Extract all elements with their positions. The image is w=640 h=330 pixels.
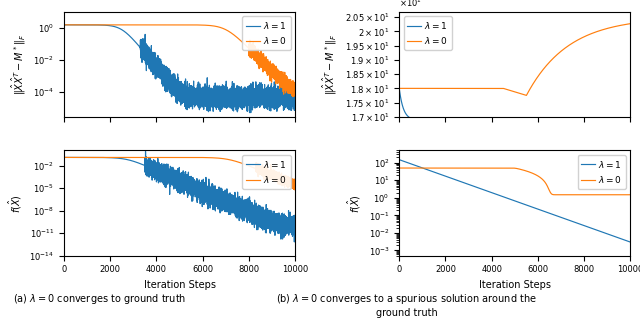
$\lambda = 0$ (60, 23, 68, 27)
$\lambda = 0$ (289, 95, 297, 99)
$\lambda = 0$ (555, 51, 563, 55)
Y-axis label: $\|\hat{X}\hat{X}^T - M^*\|_F$: $\|\hat{X}\hat{X}^T - M^*\|_F$ (10, 34, 28, 95)
$\lambda = 0$ (106, 23, 113, 27)
Text: (b) $\lambda = 0$ converges to a spurious solution around the
ground truth: (b) $\lambda = 0$ converges to a spuriou… (276, 292, 537, 318)
$\lambda = 1$ (106, 24, 113, 28)
Line: $\lambda = 0$: $\lambda = 0$ (399, 24, 630, 95)
$\lambda = 0$ (216, 25, 224, 29)
$\lambda = 1$ (291, 240, 298, 244)
$\lambda = 1$ (552, 118, 559, 122)
Line: $\lambda = 0$: $\lambda = 0$ (64, 157, 295, 190)
$\lambda = 0$ (84, 23, 92, 27)
$\lambda = 1$ (396, 86, 403, 90)
Line: $\lambda = 0$: $\lambda = 0$ (64, 25, 295, 97)
$\lambda = 0$ (396, 166, 403, 170)
$\lambda = 1$ (440, 174, 448, 178)
$\lambda = 1$ (441, 118, 449, 122)
$\lambda = 0$ (220, 157, 227, 161)
Text: $\times 10^1$: $\times 10^1$ (399, 0, 422, 10)
$\lambda = 1$ (220, 90, 227, 94)
$\lambda = 1$ (60, 23, 68, 27)
$\lambda = 0$ (616, 193, 623, 197)
$\lambda = 0$ (291, 180, 299, 183)
Y-axis label: $f(\hat{X})$: $f(\hat{X})$ (6, 194, 24, 213)
$\lambda = 0$ (555, 193, 563, 197)
$\lambda = 1$ (291, 218, 299, 222)
$\lambda = 1$ (216, 190, 224, 194)
$\lambda = 1$ (531, 206, 538, 210)
Line: $\lambda = 1$: $\lambda = 1$ (64, 25, 295, 113)
$\lambda = 1$ (627, 118, 634, 122)
Line: $\lambda = 0$: $\lambda = 0$ (399, 168, 630, 195)
X-axis label: Iteration Steps: Iteration Steps (143, 280, 216, 290)
$\lambda = 1$ (555, 118, 563, 122)
$\lambda = 1$ (616, 236, 623, 240)
Legend: $\lambda = 1$, $\lambda = 0$: $\lambda = 1$, $\lambda = 0$ (404, 16, 452, 50)
Y-axis label: $\|\hat{X}\hat{X}^T - M^*\|_F$: $\|\hat{X}\hat{X}^T - M^*\|_F$ (321, 34, 339, 95)
$\lambda = 0$ (280, 84, 288, 88)
$\lambda = 1$ (291, 99, 299, 103)
$\lambda = 0$ (522, 93, 530, 97)
$\lambda = 1$ (220, 196, 227, 200)
$\lambda = 0$ (60, 155, 68, 159)
$\lambda = 0$ (106, 155, 113, 159)
$\lambda = 0$ (440, 166, 448, 170)
$\lambda = 0$ (220, 27, 227, 31)
Legend: $\lambda = 1$, $\lambda = 0$: $\lambda = 1$, $\lambda = 0$ (243, 16, 291, 50)
$\lambda = 1$ (419, 118, 427, 122)
$\lambda = 0$ (291, 92, 299, 96)
$\lambda = 1$ (60, 155, 68, 159)
$\lambda = 1$ (280, 218, 288, 222)
$\lambda = 1$ (195, 90, 203, 94)
$\lambda = 1$ (84, 23, 92, 27)
$\lambda = 0$ (84, 155, 92, 159)
$\lambda = 0$ (616, 24, 623, 28)
$\lambda = 0$ (531, 80, 538, 84)
Line: $\lambda = 1$: $\lambda = 1$ (399, 88, 630, 120)
$\lambda = 1$ (84, 155, 92, 159)
$\lambda = 1$ (280, 89, 288, 93)
$\lambda = 1$ (419, 166, 427, 170)
$\lambda = 1$ (430, 118, 438, 122)
$\lambda = 0$ (627, 193, 634, 197)
Y-axis label: $f(\hat{X})$: $f(\hat{X})$ (346, 194, 363, 213)
$\lambda = 0$ (419, 86, 427, 90)
$\lambda = 1$ (555, 214, 563, 218)
$\lambda = 0$ (552, 193, 559, 197)
$\lambda = 0$ (553, 193, 561, 197)
Legend: $\lambda = 1$, $\lambda = 0$: $\lambda = 1$, $\lambda = 0$ (578, 155, 626, 189)
$\lambda = 0$ (552, 54, 559, 58)
$\lambda = 1$ (627, 240, 634, 244)
$\lambda = 0$ (195, 23, 203, 27)
$\lambda = 0$ (627, 22, 634, 26)
$\lambda = 1$ (106, 156, 113, 160)
$\lambda = 1$ (616, 118, 623, 122)
$\lambda = 1$ (552, 214, 559, 217)
$\lambda = 0$ (280, 179, 288, 183)
Legend: $\lambda = 1$, $\lambda = 0$: $\lambda = 1$, $\lambda = 0$ (243, 155, 291, 189)
$\lambda = 1$ (247, 111, 255, 115)
Line: $\lambda = 1$: $\lambda = 1$ (399, 160, 630, 242)
$\lambda = 0$ (216, 156, 224, 160)
$\lambda = 1$ (141, 149, 149, 153)
$\lambda = 0$ (291, 188, 298, 192)
X-axis label: Iteration Steps: Iteration Steps (479, 280, 551, 290)
$\lambda = 1$ (531, 118, 538, 122)
$\lambda = 0$ (531, 172, 538, 176)
$\lambda = 0$ (396, 86, 403, 90)
$\lambda = 0$ (440, 86, 448, 90)
$\lambda = 1$ (195, 187, 203, 191)
$\lambda = 1$ (396, 158, 403, 162)
Line: $\lambda = 1$: $\lambda = 1$ (64, 151, 295, 242)
$\lambda = 1$ (216, 97, 224, 101)
$\lambda = 0$ (195, 155, 203, 159)
Text: (a) $\lambda = 0$ converges to ground truth: (a) $\lambda = 0$ converges to ground tr… (13, 292, 186, 306)
$\lambda = 0$ (419, 166, 427, 170)
